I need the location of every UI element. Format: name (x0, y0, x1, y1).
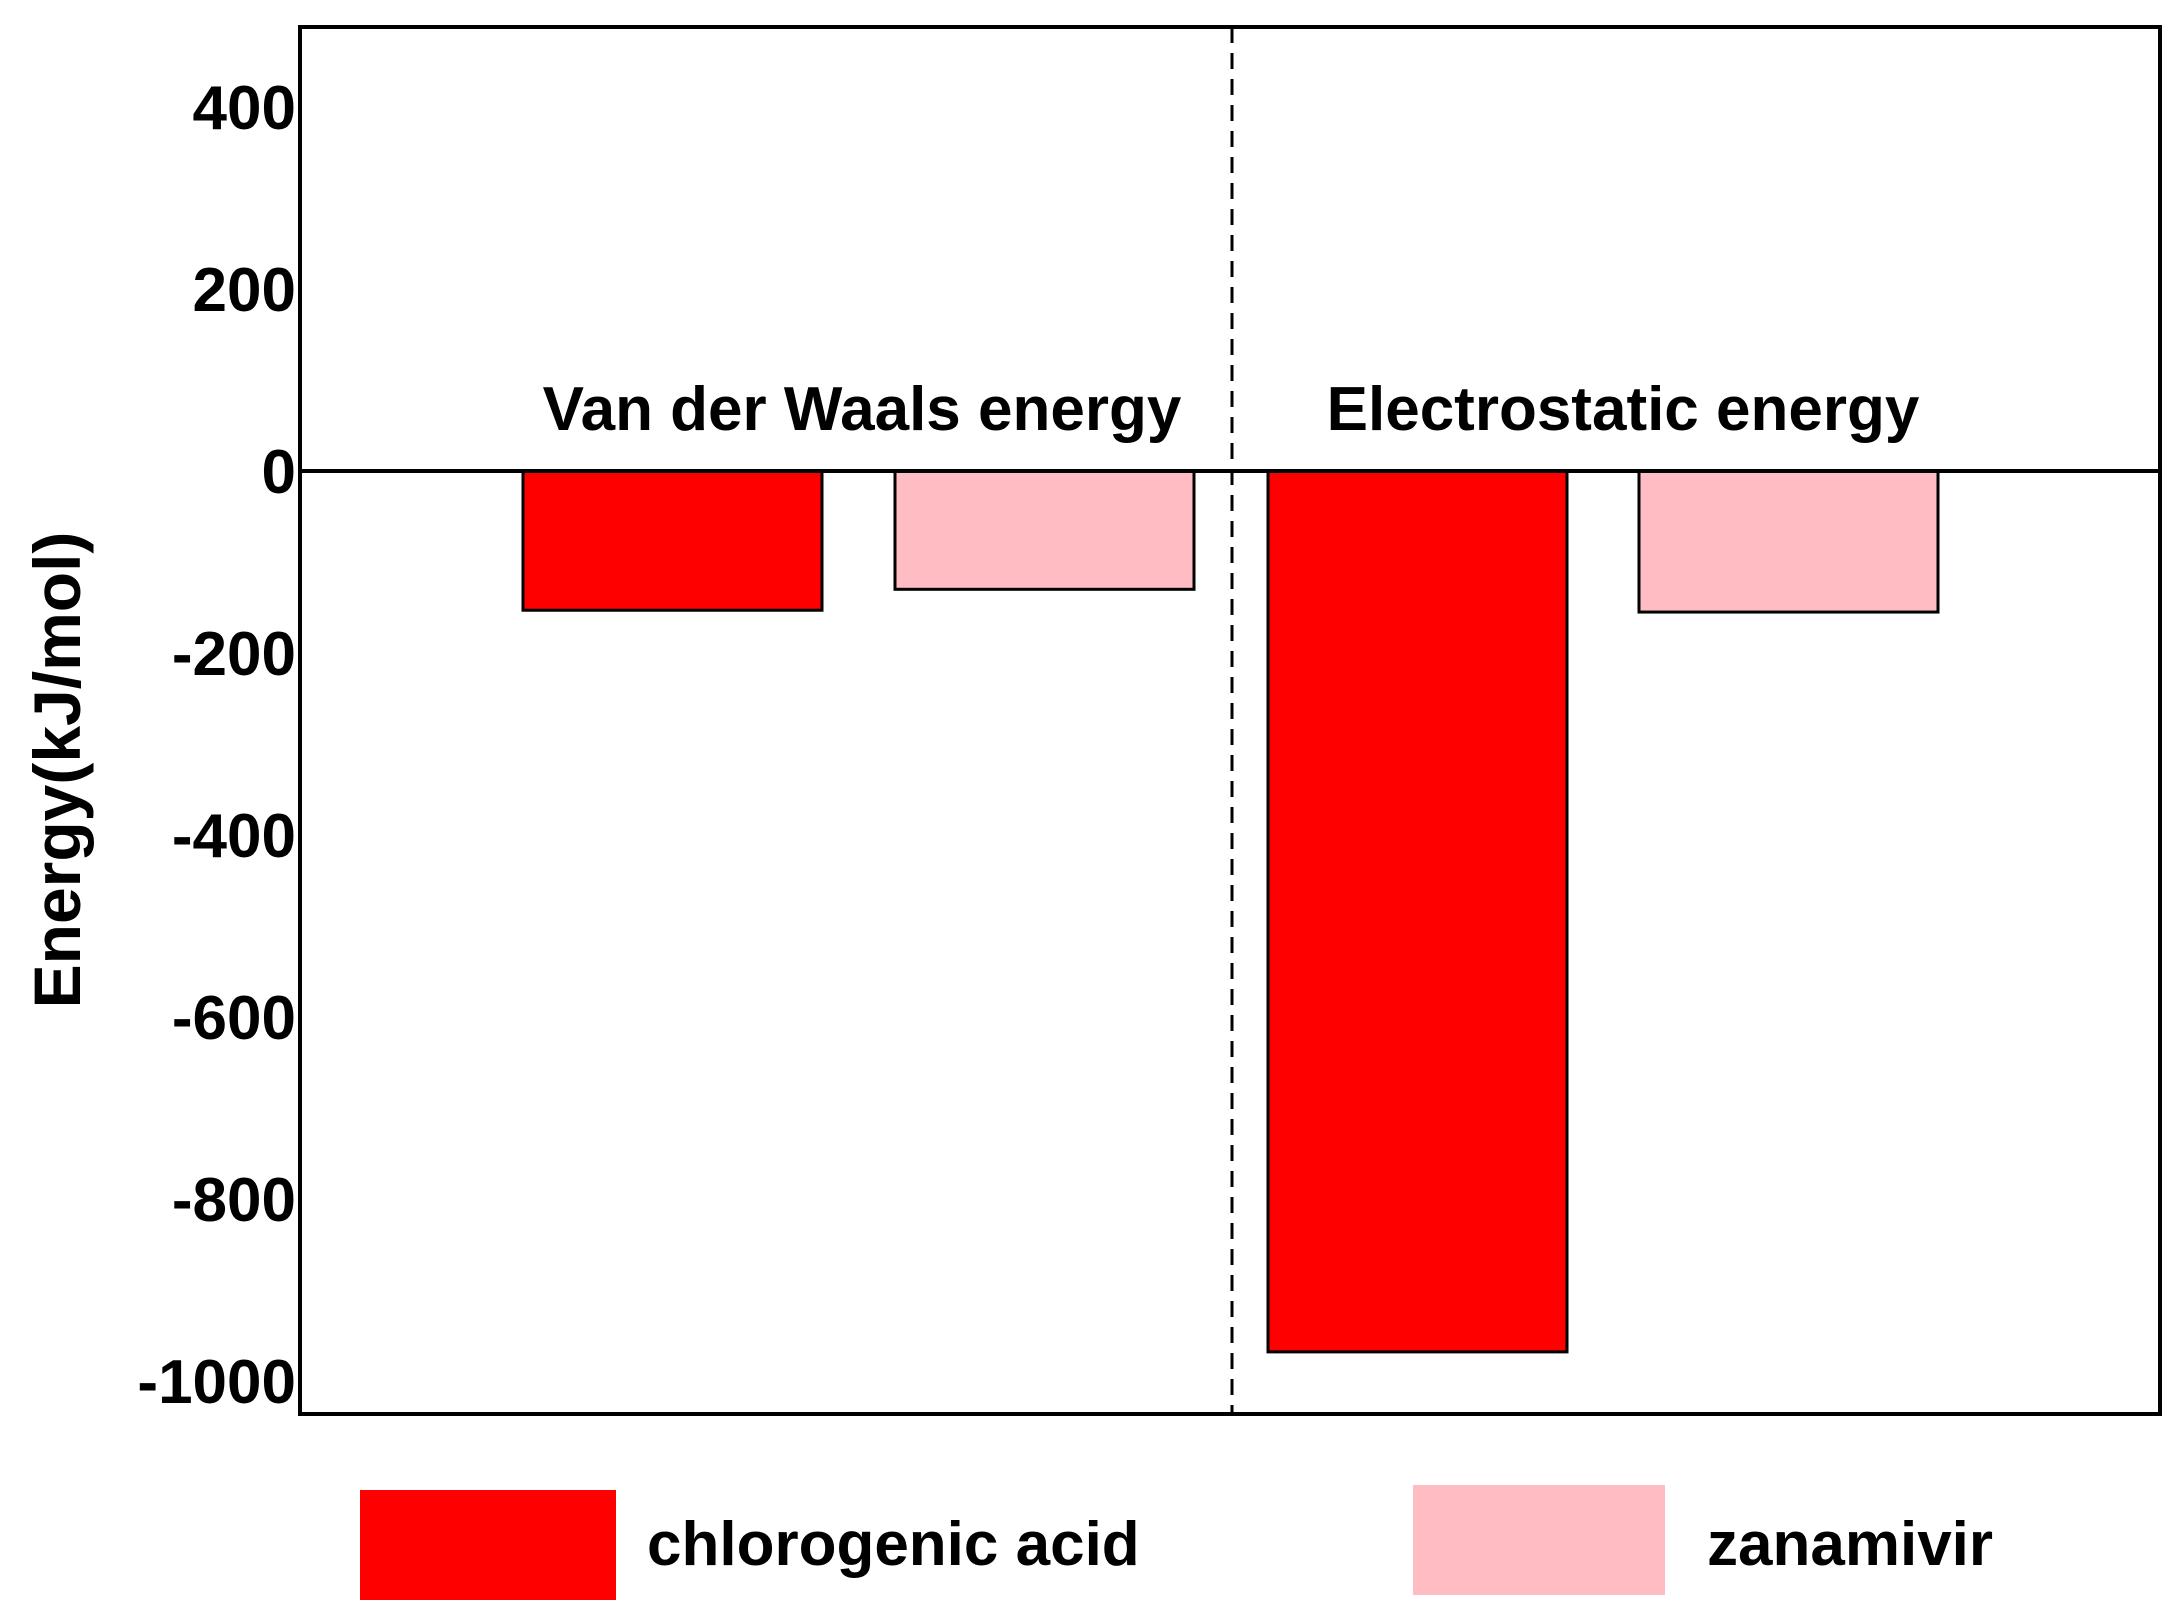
legend-label-zanamivir: zanamivir (1707, 1510, 1993, 1579)
legend-swatch-zanamivir (1413, 1485, 1665, 1595)
category-label-van-der-waals: Van der Waals energy (543, 375, 1182, 444)
y-tick-label: 200 (193, 256, 296, 325)
y-tick-label: -400 (172, 802, 296, 871)
bar-chlorogenic-acid-electrostatic (1266, 469, 1569, 1354)
y-tick-label: -600 (172, 984, 296, 1053)
bar-zanamivir-electrostatic (1637, 469, 1940, 614)
legend: chlorogenic acid zanamivir (360, 1485, 1993, 1600)
category-label-electrostatic: Electrostatic energy (1327, 375, 1920, 444)
bar-chlorogenic-acid-van-der-waals (521, 469, 824, 612)
bar-group (521, 469, 1940, 1354)
y-axis-ticks: 400 200 0 -200 -400 -600 -800 -1000 (137, 74, 296, 1417)
plot-area-frame (298, 25, 2162, 1416)
y-tick-label: -1000 (137, 1348, 296, 1417)
bar-zanamivir-van-der-waals (893, 469, 1196, 591)
y-tick-label: 400 (193, 74, 296, 143)
y-tick-label: -200 (172, 620, 296, 689)
y-tick-label: 0 (262, 438, 296, 507)
legend-label-chlorogenic-acid: chlorogenic acid (647, 1510, 1140, 1579)
legend-swatch-chlorogenic-acid (360, 1490, 616, 1600)
y-axis-title: Energy(kJ/mol) (20, 532, 94, 1009)
y-tick-label: -800 (172, 1166, 296, 1235)
